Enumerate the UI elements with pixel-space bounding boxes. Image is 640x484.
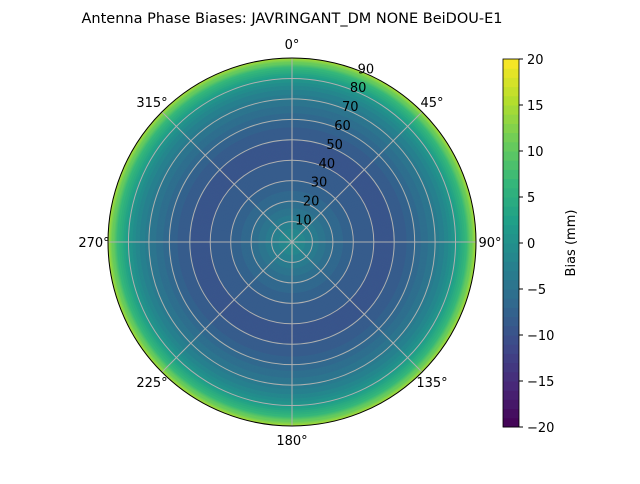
r-tick-labels: 10 20 30 40 50 60 70 80 90 [295, 62, 374, 228]
colorbar-segment [503, 325, 519, 336]
theta-tick-label: 225° [136, 376, 167, 391]
r-tick-label: 40 [319, 157, 336, 172]
theta-tick-label: 135° [416, 376, 447, 391]
colorbar-tick-label: −10 [527, 329, 554, 344]
colorbar-segment [503, 417, 519, 428]
r-tick-label: 70 [342, 100, 359, 115]
colorbar-segment [503, 187, 519, 198]
colorbar-segment [503, 224, 519, 235]
theta-gridline [291, 111, 423, 243]
colorbar-tick-label: −20 [527, 421, 554, 436]
chart-title: Antenna Phase Biases: JAVRINGANT_DM NONE… [82, 11, 503, 27]
colorbar-segment [503, 132, 519, 143]
colorbar-segment [503, 178, 519, 189]
r-tick-label: 60 [334, 119, 351, 134]
colorbar-segment [503, 243, 519, 253]
colorbar-segment [503, 169, 519, 180]
colorbar-segment [503, 141, 519, 152]
colorbar-tick-label: 10 [527, 145, 544, 160]
theta-gridline [161, 111, 293, 243]
polar-frame [107, 57, 477, 427]
colorbar-segment [503, 77, 519, 88]
colorbar-label: Bias (mm) [564, 210, 579, 277]
colorbar-segment [503, 206, 519, 216]
theta-tick-label: 0° [285, 38, 300, 53]
theta-tick-label: 180° [276, 434, 307, 449]
r-tick-label: 30 [311, 176, 328, 191]
theta-tick-label: 315° [136, 96, 167, 111]
colorbar-tick-label: −5 [527, 283, 546, 298]
r-tick-label: 50 [326, 138, 343, 153]
r-tick-label: 20 [303, 195, 320, 210]
colorbar-segment [503, 316, 519, 327]
colorbar-tick-label: 0 [527, 237, 535, 252]
colorbar-segment [503, 279, 519, 290]
colorbar-segment [503, 289, 519, 299]
colorbar: 20 15 10 5 0 −5 −10 −15 −20 [502, 53, 554, 436]
colorbar-tick-label: −15 [527, 375, 554, 390]
colorbar-segment [503, 353, 519, 364]
colorbar-segment [503, 335, 519, 345]
r-tick-label: 80 [350, 81, 367, 96]
colorbar-tick-label: 15 [527, 99, 544, 114]
colorbar-segment [503, 362, 519, 373]
colorbar-segment [503, 160, 519, 170]
colorbar-segment [503, 381, 519, 391]
theta-tick-label: 45° [420, 96, 443, 111]
colorbar-segment [503, 371, 519, 382]
colorbar-segment [503, 95, 519, 106]
colorbar-segment [503, 307, 519, 318]
polar-grid [107, 57, 477, 427]
theta-tick-label: 270° [78, 236, 109, 251]
theta-tick-label: 90° [478, 236, 501, 251]
colorbar-segment [503, 215, 519, 226]
colorbar-tick-label: 20 [527, 53, 544, 68]
colorbar-segment [503, 123, 519, 134]
colorbar-segment [503, 261, 519, 272]
colorbar-segment [503, 86, 519, 97]
colorbar-segment [503, 298, 519, 308]
colorbar-segment [503, 270, 519, 281]
r-tick-label: 90 [358, 62, 375, 77]
colorbar-segment [503, 68, 519, 78]
colorbar-segment [503, 390, 519, 400]
colorbar-segment [503, 233, 519, 244]
theta-gridline [161, 241, 293, 373]
colorbar-tick-label: 5 [527, 191, 535, 206]
r-tick-label: 10 [295, 213, 312, 228]
colorbar-segment [503, 344, 519, 354]
colorbar-segment [503, 408, 519, 419]
colorbar-segment [503, 151, 519, 161]
colorbar-segment [503, 114, 519, 124]
colorbar-segment [503, 399, 519, 410]
theta-tick-labels: 0° 45° 90° 135° 180° 225° 270° 315° [78, 38, 501, 449]
theta-gridline [291, 241, 423, 373]
colorbar-segment [503, 197, 519, 207]
colorbar-segment [503, 252, 519, 262]
colorbar-segment [503, 59, 519, 69]
colorbar-segment [503, 105, 519, 115]
